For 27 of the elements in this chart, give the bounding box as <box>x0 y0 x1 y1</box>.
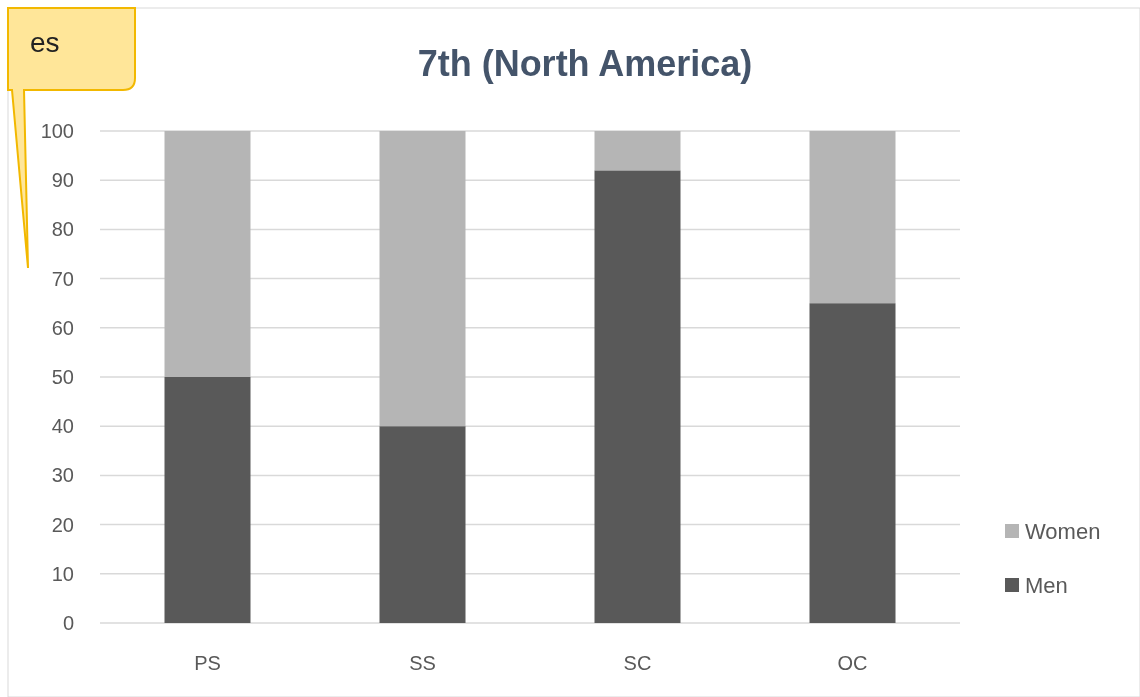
x-tick-label: SC <box>623 652 652 674</box>
y-tick-label: 100 <box>40 120 74 142</box>
y-tick-label: 90 <box>51 169 74 192</box>
y-tick-label: 30 <box>51 464 74 487</box>
bar <box>164 377 251 623</box>
bar <box>809 303 896 623</box>
x-tick-label: SS <box>409 652 436 674</box>
y-tick-label: 70 <box>51 267 74 290</box>
x-tick-label: OC <box>837 652 868 674</box>
legend-label: Men <box>1025 572 1068 598</box>
bar <box>379 426 466 623</box>
y-tick-label: 10 <box>51 562 74 585</box>
y-tick-label: 60 <box>51 316 74 339</box>
bar <box>594 131 681 171</box>
bar <box>594 170 681 623</box>
y-tick-label: 0 <box>62 612 74 634</box>
y-tick-label: 20 <box>51 513 74 536</box>
bar <box>164 131 251 377</box>
y-tick-label: 80 <box>51 218 74 241</box>
y-tick-label: 50 <box>51 366 74 388</box>
x-tick-label: PS <box>194 652 221 674</box>
bar <box>809 131 896 304</box>
chart-title: 7th (North America) <box>417 43 753 84</box>
text: es <box>30 27 60 58</box>
y-tick-label: 40 <box>51 415 74 438</box>
legend-label: Women <box>1025 518 1101 544</box>
bar <box>379 131 466 427</box>
